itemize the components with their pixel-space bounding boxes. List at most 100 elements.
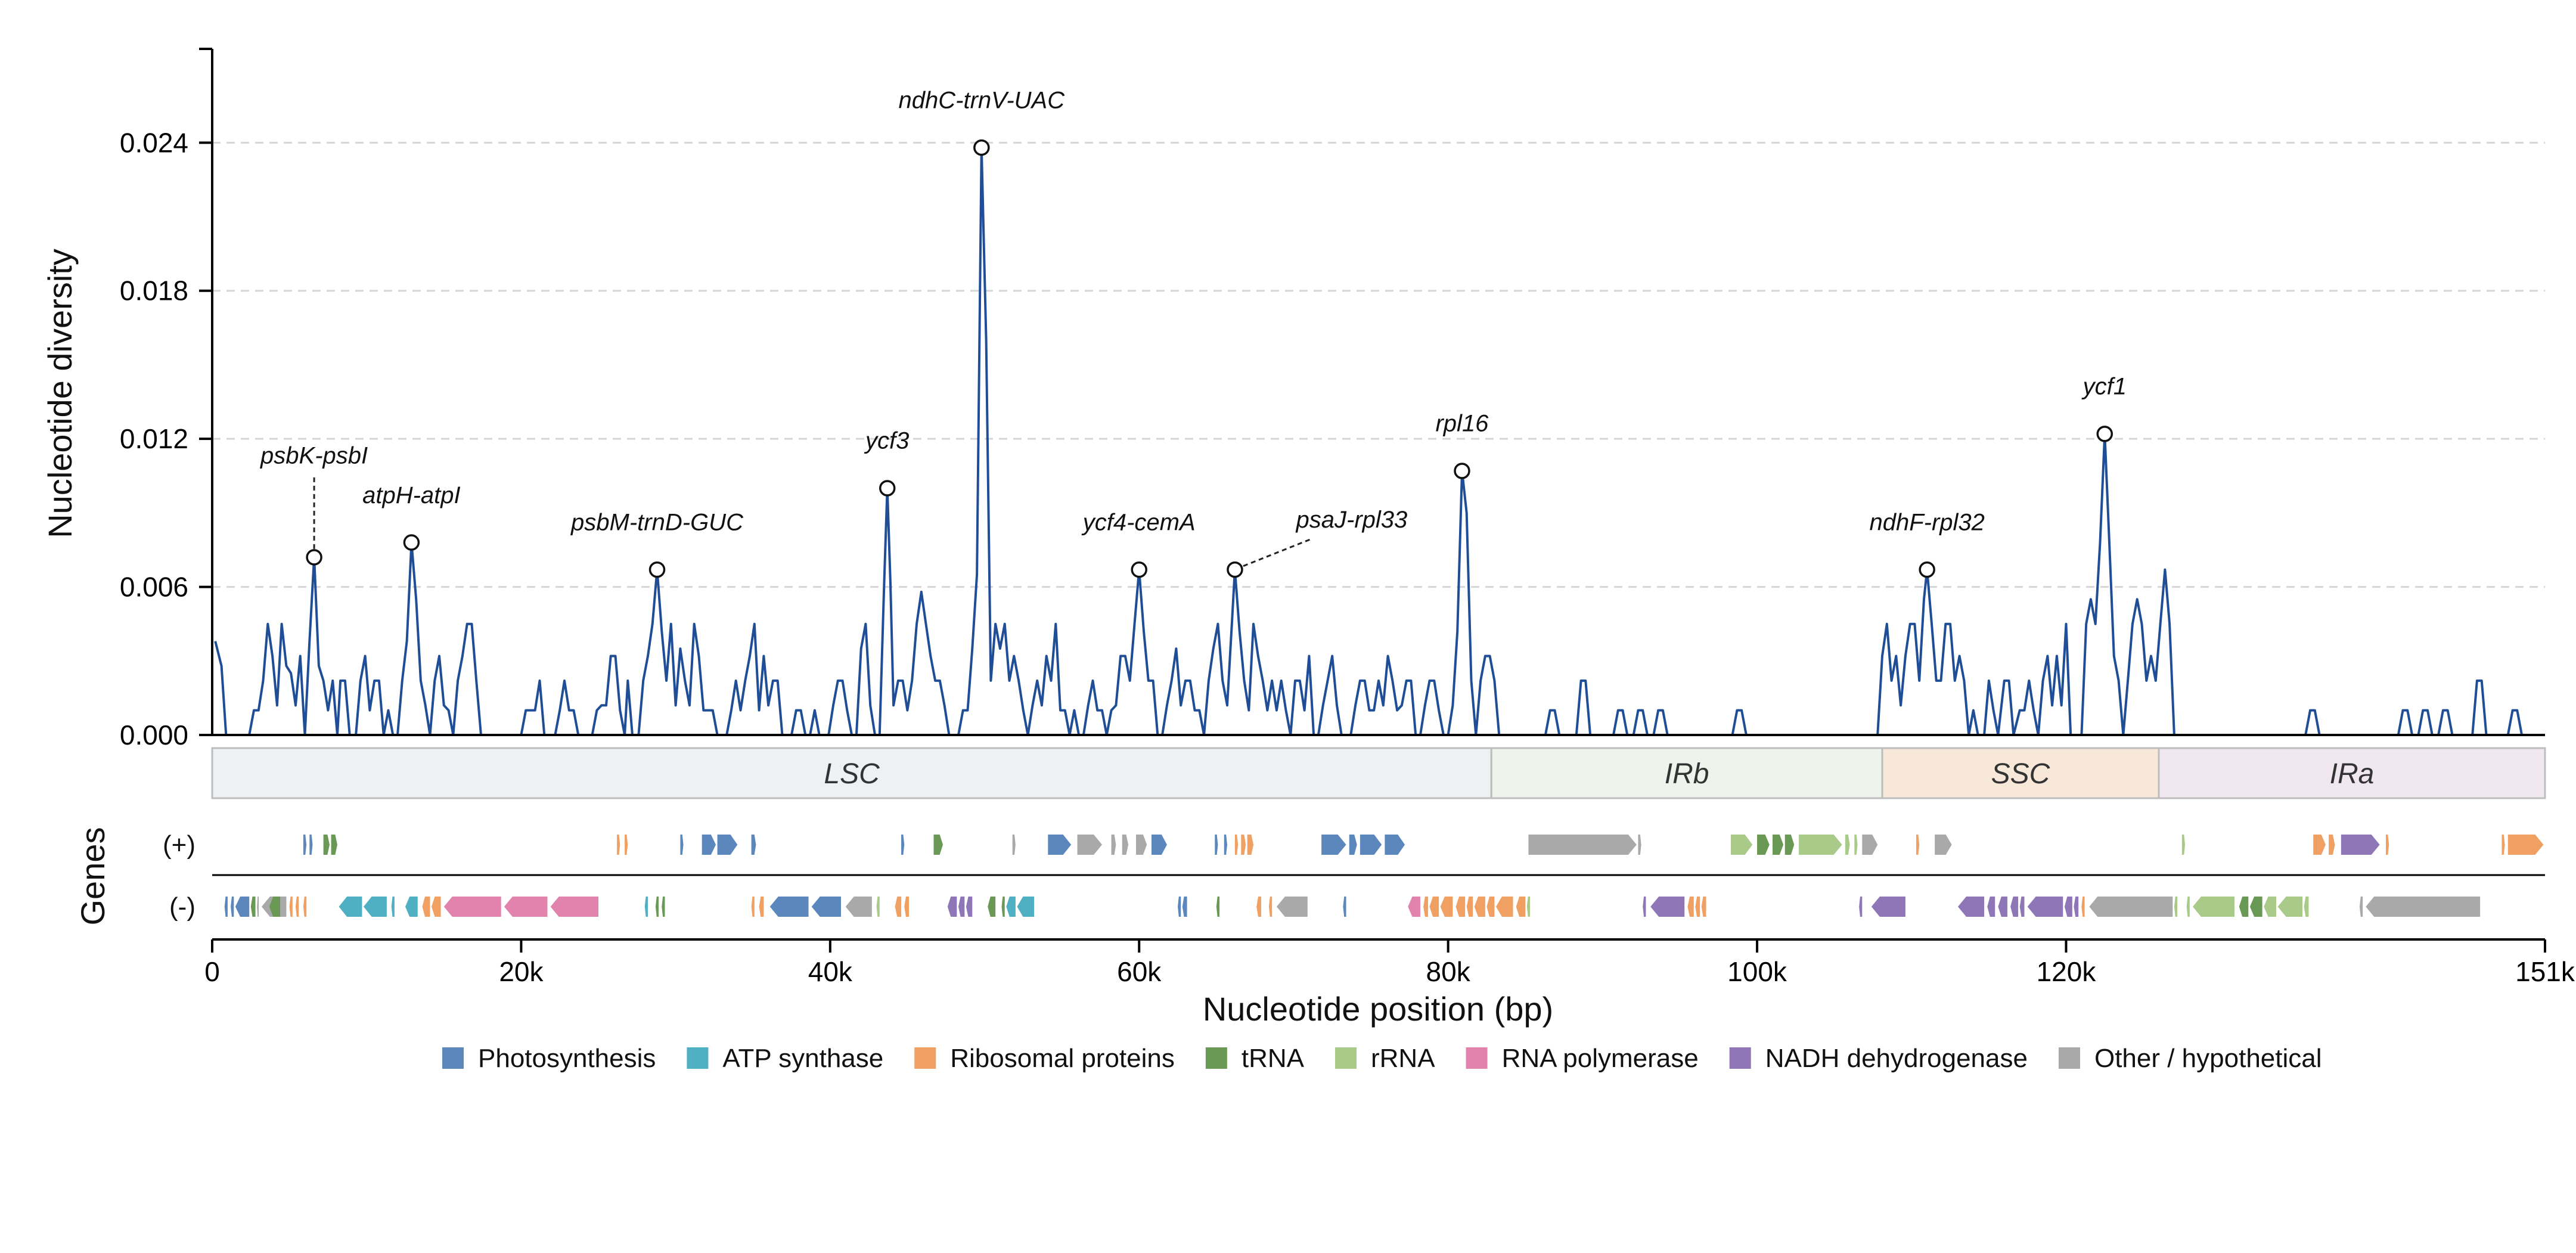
gene-minus-strand [2359,897,2363,917]
peak-label: rpl16 [1435,411,1489,437]
region-label: SSC [1991,758,2050,790]
legend-swatch [1205,1047,1227,1069]
gene-minus-strand [2019,897,2025,917]
gene-minus-strand [1408,897,1420,917]
gene-minus-strand [1429,897,1439,917]
gene-plus-strand [1854,835,1858,855]
y-tick-label: 0.000 [120,719,188,750]
gene-minus-strand [295,897,299,917]
genes-track-title: Genes [74,827,111,926]
peak-marker [648,561,666,578]
legend-swatch [914,1047,936,1069]
region-label: LSC [824,758,880,790]
gene-minus-strand [1440,897,1453,917]
gene-plus-strand [1321,835,1346,855]
x-tick-label: 0 [204,956,220,987]
gene-minus-strand [1276,897,1308,917]
peak-label: ycf1 [2081,374,2127,400]
peak-marker [1131,561,1147,578]
gene-minus-strand [811,897,841,917]
x-ticks: 0 20k 40k 60k 80k 100k 120k 151k [204,939,2575,987]
gene-tracks [224,835,2544,917]
gene-plus-strand [1111,835,1116,855]
region-ssc [1881,747,2160,799]
legend-label: Photosynthesis [478,1044,656,1073]
gene-plus-strand [1360,835,1382,855]
gene-minus-strand [235,897,250,917]
gene-minus-strand [1182,897,1187,917]
gene-plus-strand [2386,835,2389,855]
legend-label: Ribosomal proteins [950,1044,1175,1073]
gene-minus-strand [2089,897,2173,917]
gene-minus-strand [1958,897,1985,917]
gene-plus-strand [1224,835,1227,855]
gene-plus-strand [1234,835,1239,855]
legend-label: Other / hypothetical [2094,1044,2322,1073]
gene-minus-strand [1216,897,1220,917]
gene-minus-strand [364,897,387,917]
legend-swatch [1335,1047,1357,1069]
gene-minus-strand [1871,897,1905,917]
gene-plus-strand [1385,835,1405,855]
gene-plus-strand [933,835,944,855]
gene-minus-strand [2366,897,2481,917]
gene-plus-strand [1935,835,1952,855]
legend-label: rRNA [1371,1044,1435,1073]
legend-swatch [687,1047,709,1069]
gene-plus-strand [1077,835,1103,855]
gene-minus-strand [405,897,418,917]
gene-minus-strand [1256,897,1262,917]
gene-plus-strand [323,835,330,855]
gene-minus-strand [1695,897,1700,917]
gene-minus-strand [662,897,665,917]
x-tick-label: 151k [2515,956,2575,987]
gene-plus-strand [717,835,738,855]
genome-regions: LSC IRb SSC IRa [211,747,2546,799]
gene-minus-strand [1001,897,1005,917]
gene-plus-strand [702,835,716,855]
gene-plus-strand [309,835,313,855]
legend-swatch [442,1047,464,1069]
gene-minus-strand [1998,897,2007,917]
gene-minus-strand [895,897,902,917]
gene-minus-strand [231,897,234,917]
gene-plus-strand [1916,835,1920,855]
x-axis-title: Nucleotide position (bp) [1203,990,1553,1028]
peak-label: atpH-atpI [362,482,461,508]
gene-plus-strand [1247,835,1254,855]
legend-swatch [1466,1047,1488,1069]
gene-minus-strand [391,897,395,917]
gene-plus-strand [1862,835,1878,855]
x-tick-label: 100k [1727,956,1787,987]
x-tick-label: 120k [2037,956,2097,987]
gene-minus-strand [550,897,599,917]
gene-minus-strand [250,897,256,917]
legend-label: RNA polymerase [1502,1044,1699,1073]
peak-marker [973,139,990,156]
gene-minus-strand [2304,897,2309,917]
gene-minus-strand [1017,897,1034,917]
gene-plus-strand [1151,835,1167,855]
gene-plus-strand [1122,835,1129,855]
gene-plus-strand [1349,835,1357,855]
gene-minus-strand [2249,897,2262,917]
gene-plus-strand [1757,835,1770,855]
peak-annotations: psbK-psbI atpH-atpI psbM-trnD-GUC ycf3 ndhC-… [260,87,2127,578]
gene-minus-strand [988,897,996,917]
gene-plus-strand [751,835,756,855]
gene-minus-strand [1343,897,1346,917]
region-irb [1490,747,1883,799]
gene-minus-strand [1701,897,1706,917]
legend-label: ATP synthase [722,1044,883,1073]
peak-marker [1227,561,1243,578]
peak-marker [2096,426,2113,442]
gene-minus-strand [443,897,501,917]
gene-plus-strand [1730,835,1753,855]
gene-minus-strand [759,897,764,917]
gene-plus-strand [1048,835,1072,855]
gene-plus-strand [1012,835,1016,855]
gene-minus-strand [2193,897,2234,917]
legend-swatch [2058,1047,2080,1069]
gene-minus-strand [1474,897,1485,917]
gene-plus-strand [2341,835,2380,855]
